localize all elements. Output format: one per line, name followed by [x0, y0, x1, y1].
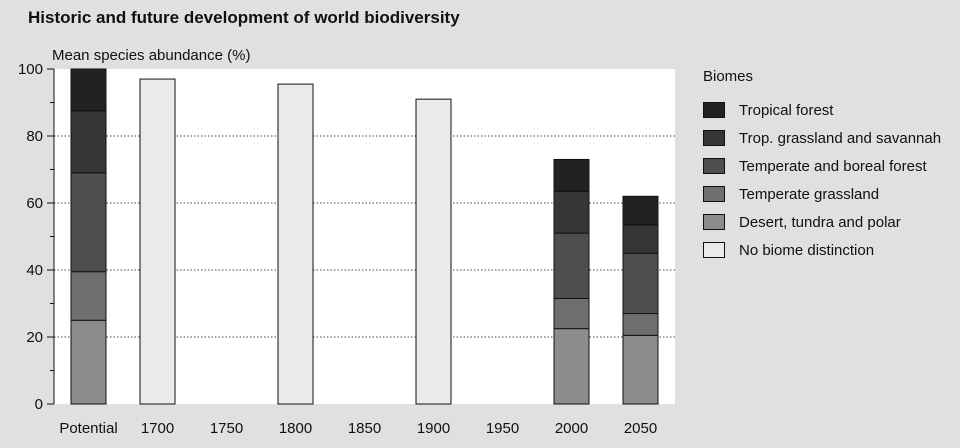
bar-segment — [622, 195, 659, 226]
x-tick-label: Potential — [59, 420, 117, 437]
legend-label: No biome distinction — [739, 241, 875, 259]
bar-segment — [622, 252, 659, 315]
bar-segment — [622, 224, 659, 254]
y-tick-label: 60 — [26, 195, 43, 212]
legend-swatch — [703, 186, 725, 202]
x-tick-label: 2000 — [555, 420, 588, 437]
bar-segment — [622, 313, 659, 336]
legend-swatch — [703, 214, 725, 230]
legend-label: Temperate grassland — [739, 185, 880, 203]
legend-item: Temperate and boreal forest — [703, 152, 941, 180]
bar-segment — [553, 232, 590, 299]
legend-swatch — [703, 158, 725, 174]
y-tick-label: 20 — [26, 329, 43, 346]
legend-item: Temperate grassland — [703, 180, 941, 208]
y-tick-label: 80 — [26, 128, 43, 145]
bar-segment — [553, 190, 590, 234]
legend-label: Trop. grassland and savannah — [739, 129, 942, 147]
legend-item: Trop. grassland and savannah — [703, 124, 941, 152]
legend: Biomes Tropical forest Trop. grassland an… — [703, 68, 941, 264]
y-tick-label: 100 — [18, 61, 43, 78]
legend-swatch — [703, 130, 725, 146]
legend-item: Desert, tundra and polar — [703, 208, 941, 236]
legend-swatch — [703, 102, 725, 118]
legend-label: Tropical forest — [739, 101, 834, 119]
bar-segment — [70, 68, 107, 112]
x-tick-label: 1900 — [417, 420, 450, 437]
bar-segment — [553, 158, 590, 192]
chart-title: Historic and future development of world… — [28, 8, 460, 27]
x-tick-label: 1950 — [486, 420, 519, 437]
bar-segment — [553, 328, 590, 405]
y-tick-label: 0 — [35, 396, 43, 413]
bar-segment — [139, 78, 176, 405]
legend-title: Biomes — [703, 68, 754, 85]
bar-segment — [622, 334, 659, 405]
legend-item: Tropical forest — [703, 96, 941, 124]
bar-segment — [415, 98, 452, 405]
x-tick-label: 1800 — [279, 420, 312, 437]
x-tick-label: 1750 — [210, 420, 243, 437]
bar-segment — [277, 83, 314, 405]
x-tick-label: 1850 — [348, 420, 381, 437]
bar-segment — [70, 110, 107, 174]
legend-label: Desert, tundra and polar — [739, 213, 901, 231]
bar-segment — [70, 172, 107, 273]
legend-item: No biome distinction — [703, 236, 941, 264]
bar-segment — [70, 319, 107, 405]
y-axis-label: Mean species abundance (%) — [52, 47, 251, 64]
bar-segment — [553, 297, 590, 330]
legend-label: Temperate and boreal forest — [739, 157, 927, 175]
y-tick-label: 40 — [26, 262, 43, 279]
legend-swatch — [703, 242, 725, 258]
bar-segment — [70, 271, 107, 321]
x-tick-label: 2050 — [624, 420, 657, 437]
x-tick-label: 1700 — [141, 420, 174, 437]
